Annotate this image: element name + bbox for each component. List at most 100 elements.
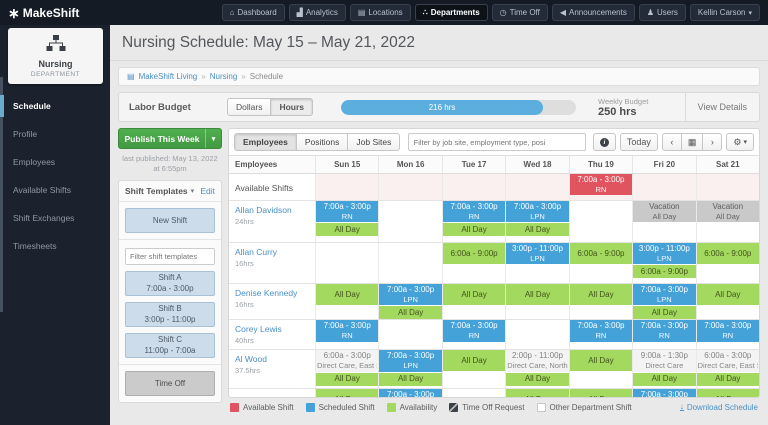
- shift-chip-scheduled[interactable]: 7:00a - 3:00p LPN: [506, 201, 569, 223]
- shift-chip-available[interactable]: 7:00a - 3:00p RN: [569, 174, 633, 196]
- download-schedule-link[interactable]: ↓ Download Schedule: [679, 402, 758, 412]
- shift-chip-availability[interactable]: 6:00a - 9:00p: [696, 243, 759, 264]
- schedule-filter-input[interactable]: [407, 133, 586, 151]
- calendar-button[interactable]: ▦: [680, 133, 704, 151]
- time-off-button[interactable]: Time Off: [125, 371, 215, 397]
- schedule-cell[interactable]: All Day: [441, 350, 506, 389]
- publish-this-week-button[interactable]: Publish This Week ▾: [118, 128, 222, 149]
- sidebar-item-timesheets[interactable]: Timesheets: [13, 241, 57, 251]
- shift-chip-availability[interactable]: All Day: [506, 284, 569, 305]
- employee-name-link[interactable]: Allan Davidson: [235, 205, 292, 215]
- shift-chip-other[interactable]: 9:00a - 1:30p Direct Care: [633, 350, 696, 372]
- shift-chip-availability[interactable]: All Day: [316, 372, 379, 386]
- info-button[interactable]: i: [592, 133, 616, 151]
- schedule-cell[interactable]: All Day: [695, 284, 759, 320]
- tab-job-sites[interactable]: Job Sites: [347, 133, 401, 151]
- schedule-cell[interactable]: 6:00a - 9:00p: [568, 243, 633, 283]
- employee-name-link[interactable]: Allan Curry: [235, 247, 278, 257]
- schedule-cell[interactable]: [505, 320, 568, 350]
- shift-chip-availability[interactable]: All Day: [696, 389, 759, 397]
- shift-chip-availability[interactable]: All Day: [506, 389, 569, 397]
- schedule-cell[interactable]: [378, 243, 441, 283]
- shift-chip-availability[interactable]: 6:00a - 9:00p: [442, 243, 506, 264]
- schedule-cell[interactable]: All Day: [505, 284, 569, 320]
- employee-name-link[interactable]: Al Wood: [235, 354, 267, 365]
- schedule-cell[interactable]: 6:00a - 9:00p: [441, 243, 506, 283]
- shift-chip-availability[interactable]: All Day: [506, 223, 569, 237]
- shift-chip-availability[interactable]: All Day: [379, 372, 442, 386]
- sidebar-item-employees[interactable]: Employees: [13, 157, 56, 167]
- schedule-cell[interactable]: All Day: [568, 284, 633, 320]
- settings-button[interactable]: ⚙ ▾: [726, 133, 754, 151]
- shift-chip-scheduled[interactable]: 3:00p - 11:00p LPN: [633, 243, 696, 265]
- shift-chip-scheduled[interactable]: 3:00p - 11:00p LPN: [506, 243, 569, 265]
- employee-name-link[interactable]: Denise Kennedy: [235, 288, 298, 298]
- schedule-cell[interactable]: [378, 174, 442, 200]
- schedule-cell[interactable]: 3:00p - 11:00p LPN 6:00a - 9:00p: [632, 243, 696, 283]
- schedule-cell[interactable]: 7:00a - 3:00p LPN All Day: [378, 284, 442, 320]
- sidebar-item-schedule[interactable]: Schedule: [0, 92, 110, 120]
- today-button[interactable]: Today: [619, 133, 658, 151]
- schedule-cell[interactable]: All Day: [315, 284, 379, 320]
- schedule-cell[interactable]: All Day: [568, 389, 633, 397]
- employee-name-link[interactable]: Corey Lewis: [235, 324, 282, 335]
- previous-week-button[interactable]: ‹: [661, 133, 682, 151]
- shift-chip-availability[interactable]: All Day: [633, 306, 696, 320]
- schedule-cell[interactable]: Vacation All Day: [695, 201, 759, 242]
- schedule-cell[interactable]: [505, 174, 569, 200]
- nav-item-departments[interactable]: ∴ Departments: [414, 4, 488, 21]
- new-shift-button[interactable]: New Shift: [125, 208, 215, 234]
- toggle-dollars[interactable]: Dollars: [227, 98, 272, 116]
- chevron-down-icon[interactable]: ▾: [205, 129, 221, 148]
- shift-chip-availability[interactable]: All Day: [633, 372, 696, 386]
- schedule-cell[interactable]: 7:00a - 3:00p RN All Day: [315, 201, 379, 242]
- schedule-cell[interactable]: 3:00p - 11:00p LPN: [505, 243, 569, 283]
- department-card[interactable]: Nursing DEPARTMENT: [8, 28, 103, 84]
- schedule-cell[interactable]: 7:00a - 3:00p LPN All Day: [378, 350, 442, 389]
- schedule-cell[interactable]: All Day: [505, 389, 569, 397]
- shift-chip-availability[interactable]: All Day: [442, 350, 506, 372]
- schedule-cell[interactable]: [441, 389, 505, 397]
- template-shift-b[interactable]: Shift B 3:00p - 11:00p: [125, 302, 215, 328]
- sidebar-item-shift-exchanges[interactable]: Shift Exchanges: [13, 213, 75, 223]
- schedule-cell[interactable]: All Day: [695, 389, 759, 397]
- schedule-cell[interactable]: [315, 243, 378, 283]
- schedule-cell[interactable]: [441, 174, 506, 200]
- shift-chip-vacation[interactable]: Vacation All Day: [696, 201, 759, 223]
- tab-positions[interactable]: Positions: [295, 133, 349, 151]
- schedule-cell[interactable]: [315, 174, 379, 200]
- schedule-cell[interactable]: [632, 174, 696, 200]
- breadcrumb-nursing[interactable]: Nursing: [209, 72, 238, 81]
- shift-chip-availability[interactable]: All Day: [316, 389, 379, 397]
- shift-chip-availability[interactable]: All Day: [442, 284, 506, 305]
- schedule-cell[interactable]: All Day: [568, 350, 633, 389]
- shift-chip-availability[interactable]: All Day: [379, 306, 442, 320]
- shift-chip-availability[interactable]: All Day: [316, 284, 379, 305]
- schedule-cell[interactable]: 7:00a - 3:00p LPN All Day: [632, 284, 696, 320]
- user-menu[interactable]: Kellin Carson ▾: [689, 4, 760, 21]
- shift-chip-scheduled[interactable]: 7:00a - 3:00p LPN: [379, 284, 442, 306]
- template-shift-c[interactable]: Shift C 11:00p - 7:00a: [125, 333, 215, 359]
- nav-item-time-off[interactable]: ◷ Time Off: [491, 4, 548, 21]
- next-week-button[interactable]: ›: [702, 133, 723, 151]
- schedule-cell[interactable]: 6:00a - 9:00p: [695, 243, 759, 283]
- schedule-cell[interactable]: Vacation All Day: [632, 201, 696, 242]
- shift-chip-vacation[interactable]: Vacation All Day: [633, 201, 696, 223]
- sidebar-item-available-shifts[interactable]: Available Shifts: [13, 185, 71, 195]
- toggle-hours[interactable]: Hours: [270, 98, 314, 116]
- nav-item-users[interactable]: ♟ Users: [638, 4, 686, 21]
